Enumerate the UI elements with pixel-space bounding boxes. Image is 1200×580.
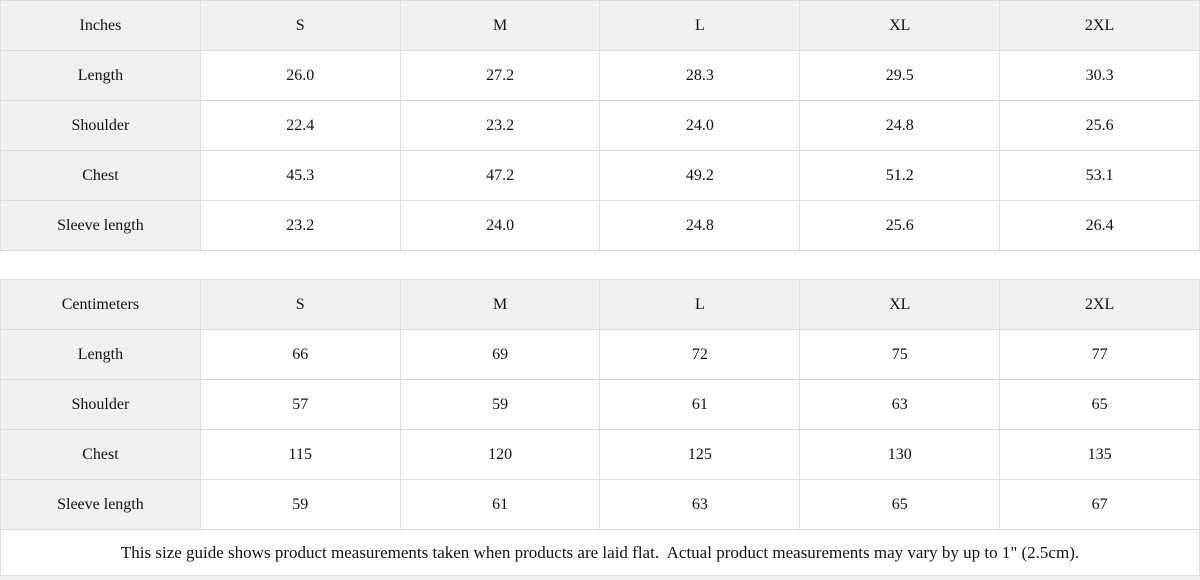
value-cell: 59 [399,379,601,430]
value-cell: 75 [799,329,1001,380]
table-row-sleeve-length: Sleeve length 23.2 24.0 24.8 25.6 26.4 [0,200,1200,251]
footer-note: This size guide shows product measuremen… [0,530,1200,576]
value-cell: 51.2 [799,150,1001,201]
value-cell: 24.0 [599,100,801,151]
value-cell: 120 [399,429,601,480]
centimeters-table: Centimeters S M L XL 2XL Length 66 69 72… [0,279,1200,530]
row-label: Chest [0,150,201,201]
value-cell: 45.3 [199,150,401,201]
value-cell: 65 [799,479,1001,530]
bottom-strip [0,576,1200,580]
value-cell: 115 [199,429,401,480]
value-cell: 59 [199,479,401,530]
row-label: Sleeve length [0,200,201,251]
value-cell: 63 [799,379,1001,430]
table-row-chest: Chest 115 120 125 130 135 [0,429,1200,480]
row-label: Chest [0,429,201,480]
value-cell: 24.0 [399,200,601,251]
table-row-shoulder: Shoulder 22.4 23.2 24.0 24.8 25.6 [0,100,1200,151]
size-header-xl: XL [799,0,1001,51]
value-cell: 135 [999,429,1200,480]
size-header-l: L [599,279,801,330]
unit-header-centimeters: Centimeters [0,279,201,330]
value-cell: 63 [599,479,801,530]
size-header-2xl: 2XL [999,0,1200,51]
value-cell: 61 [399,479,601,530]
row-label: Length [0,50,201,101]
size-header-m: M [399,0,601,51]
value-cell: 30.3 [999,50,1200,101]
size-header-m: M [399,279,601,330]
value-cell: 49.2 [599,150,801,201]
row-label: Length [0,329,201,380]
value-cell: 72 [599,329,801,380]
value-cell: 26.0 [199,50,401,101]
row-label: Shoulder [0,379,201,430]
value-cell: 47.2 [399,150,601,201]
footer-note-text: This size guide shows product measuremen… [120,542,1080,562]
table-row-sleeve-length: Sleeve length 59 61 63 65 67 [0,479,1200,530]
value-cell: 77 [999,329,1200,380]
centimeters-header-row: Centimeters S M L XL 2XL [0,279,1200,330]
value-cell: 27.2 [399,50,601,101]
value-cell: 25.6 [799,200,1001,251]
size-header-s: S [199,279,401,330]
table-row-chest: Chest 45.3 47.2 49.2 51.2 53.1 [0,150,1200,201]
value-cell: 23.2 [199,200,401,251]
value-cell: 69 [399,329,601,380]
section-spacer [0,251,1200,279]
inches-table: Inches S M L XL 2XL Length 26.0 27.2 28.… [0,0,1200,251]
inches-header-row: Inches S M L XL 2XL [0,0,1200,51]
value-cell: 29.5 [799,50,1001,101]
value-cell: 53.1 [999,150,1200,201]
value-cell: 65 [999,379,1200,430]
value-cell: 125 [599,429,801,480]
unit-header-inches: Inches [0,0,201,51]
value-cell: 26.4 [999,200,1200,251]
value-cell: 130 [799,429,1001,480]
row-label: Sleeve length [0,479,201,530]
table-row-length: Length 66 69 72 75 77 [0,329,1200,380]
value-cell: 28.3 [599,50,801,101]
size-header-s: S [199,0,401,51]
value-cell: 66 [199,329,401,380]
value-cell: 67 [999,479,1200,530]
value-cell: 57 [199,379,401,430]
value-cell: 24.8 [599,200,801,251]
value-cell: 24.8 [799,100,1001,151]
value-cell: 61 [599,379,801,430]
value-cell: 25.6 [999,100,1200,151]
value-cell: 23.2 [399,100,601,151]
value-cell: 22.4 [199,100,401,151]
size-header-2xl: 2XL [999,279,1200,330]
size-header-l: L [599,0,801,51]
table-row-shoulder: Shoulder 57 59 61 63 65 [0,379,1200,430]
row-label: Shoulder [0,100,201,151]
size-header-xl: XL [799,279,1001,330]
table-row-length: Length 26.0 27.2 28.3 29.5 30.3 [0,50,1200,101]
